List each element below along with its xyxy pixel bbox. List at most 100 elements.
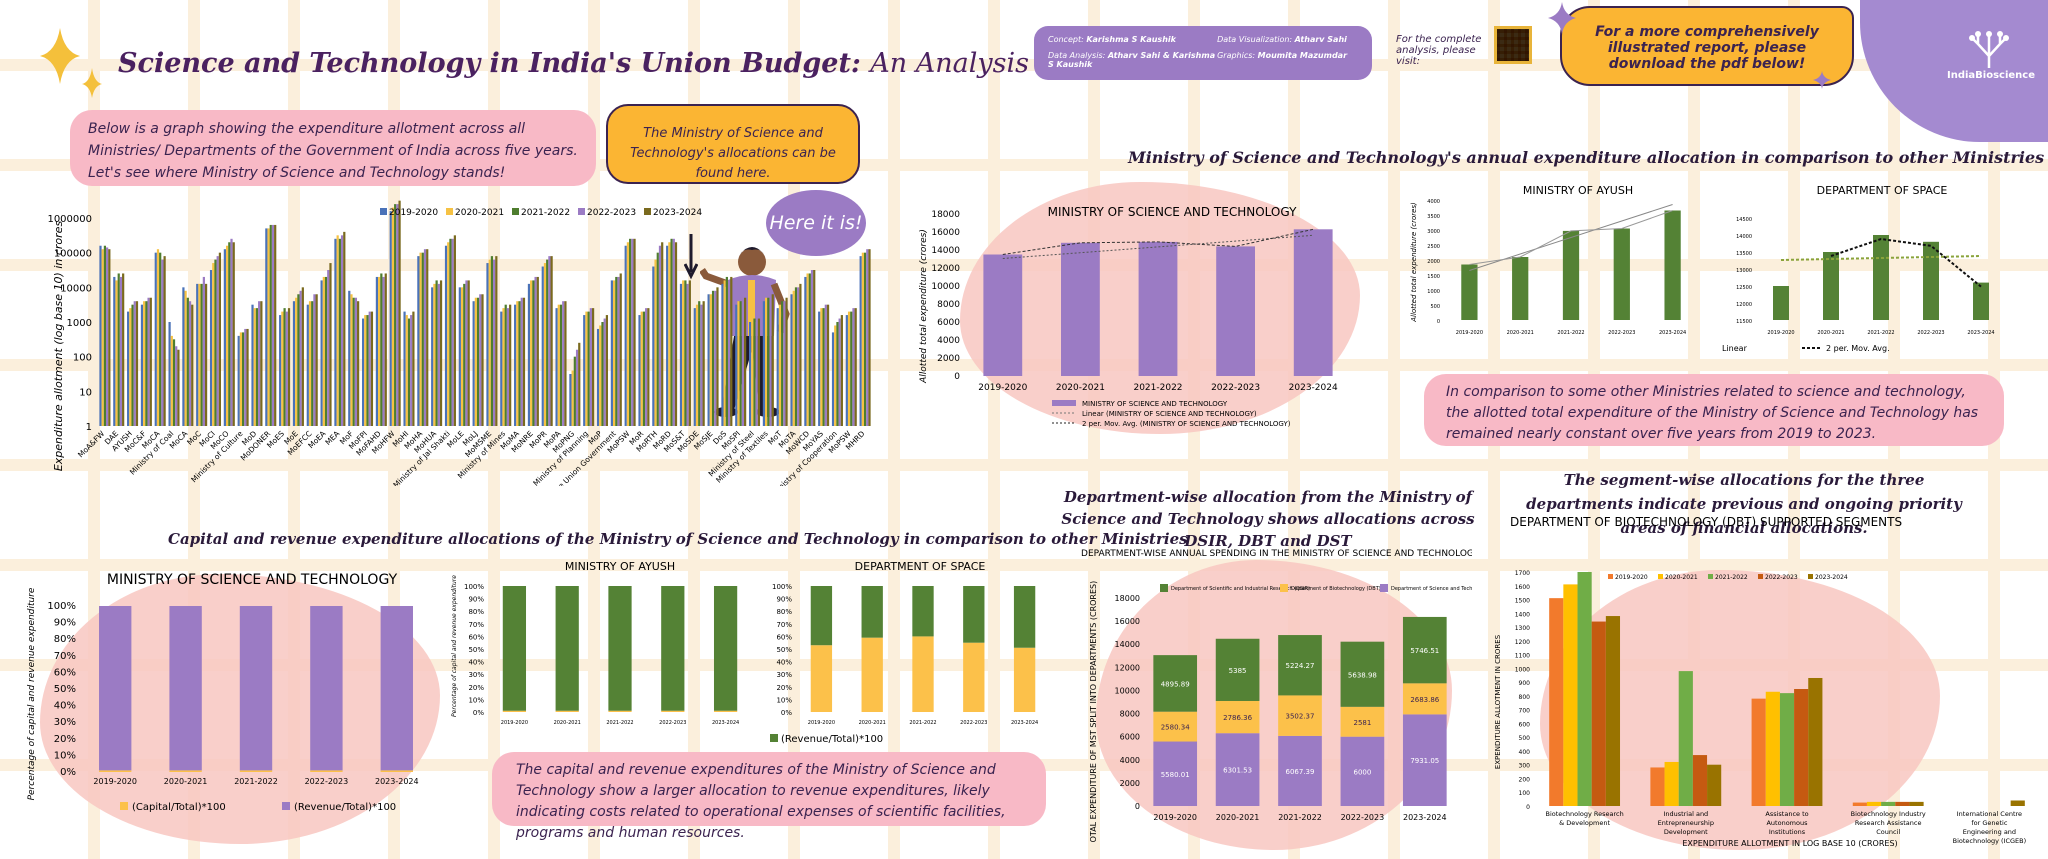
bar	[488, 259, 491, 426]
bar	[311, 301, 314, 426]
bar	[615, 276, 618, 426]
data-label: 2581	[1353, 719, 1371, 727]
bar	[834, 325, 837, 426]
bar	[605, 315, 609, 426]
bar	[688, 280, 691, 426]
bar	[810, 586, 833, 646]
bar	[794, 287, 798, 426]
bar	[493, 259, 496, 426]
y-tick-label: 18000	[931, 210, 960, 220]
capital-heading: Capital and revenue expenditure allocati…	[168, 530, 1188, 548]
bar	[735, 304, 738, 426]
bar	[785, 297, 788, 426]
bar	[239, 770, 273, 772]
x-tick-label: 2020-2021	[1216, 813, 1260, 822]
moving-average-line	[1469, 210, 1673, 265]
bar	[520, 297, 523, 426]
moving-average-line	[1002, 228, 1314, 255]
bar	[287, 308, 291, 426]
bar	[127, 311, 130, 426]
y-tick-label: 40%	[776, 659, 792, 667]
y-tick-label: 1000	[67, 318, 92, 329]
x-tick-label: 2020-2021	[1056, 383, 1105, 393]
x-tick-label: 2022-2023	[1211, 383, 1260, 393]
bar	[412, 311, 415, 426]
x-tick-label: 2020-2021	[1507, 330, 1534, 336]
x-tick-label: 2021-2022	[1557, 330, 1584, 336]
bar	[267, 228, 270, 426]
y-tick-label: 1000000	[47, 214, 92, 225]
bar	[624, 245, 627, 426]
bar	[810, 270, 814, 426]
bar	[451, 238, 454, 426]
y-tick-label: 14500	[1736, 217, 1752, 223]
y-axis-label: Percentage of capital and revenue expend…	[27, 587, 37, 800]
y-tick-label: 90%	[468, 596, 484, 604]
bar	[1605, 616, 1621, 806]
download-pdf-button[interactable]: For a more comprehensively illustrated r…	[1560, 6, 1854, 86]
bar	[1577, 572, 1592, 806]
bar	[481, 294, 484, 426]
legend-label: Department of Scientific and Industrial …	[1171, 586, 1310, 592]
analysis-link-text[interactable]: For the complete analysis, please visit:	[1396, 34, 1482, 67]
bar	[449, 238, 452, 426]
bar	[661, 242, 664, 426]
bar	[1215, 733, 1260, 806]
bar	[810, 645, 833, 712]
y-tick-label: 300	[1519, 763, 1531, 770]
bar	[854, 308, 857, 426]
bar	[695, 304, 699, 426]
bar	[548, 256, 551, 426]
bar	[244, 328, 247, 426]
bar	[859, 256, 862, 426]
bar	[490, 256, 494, 426]
y-tick-label: 13000	[1736, 268, 1752, 274]
bar	[147, 297, 150, 426]
y-tick-label: 50%	[776, 646, 792, 654]
bar	[610, 280, 613, 426]
x-tick-label: 2020-2021	[1817, 330, 1844, 336]
bar	[522, 297, 526, 426]
bar	[668, 242, 671, 426]
legend-swatch	[1658, 574, 1663, 579]
y-axis-label: Expenditure allotment (log base 10) in c…	[52, 221, 65, 472]
bar	[502, 710, 527, 712]
bar	[200, 283, 203, 426]
ayush-total-chart: MINISTRY OF AYUSH Allotted total expendi…	[1410, 184, 1686, 336]
bar	[546, 259, 549, 426]
bar	[1215, 638, 1260, 701]
bar	[707, 294, 710, 426]
bar	[723, 280, 726, 426]
y-tick-label: 90%	[54, 618, 76, 629]
bar	[661, 710, 685, 712]
bar	[292, 301, 296, 426]
bar	[778, 304, 782, 426]
bar	[324, 276, 328, 426]
data-label: 2580.34	[1161, 724, 1190, 732]
bar	[702, 301, 705, 426]
x-tick-label: Biotechnology Research	[1545, 810, 1623, 818]
chart-title: DEPARTMENT OF BIOTECHNOLOGY (DBT) SUPPOR…	[1510, 515, 1902, 529]
y-tick-label: 2000	[1120, 779, 1140, 788]
data-label: 5746.51	[1410, 647, 1439, 655]
intro-note: Below is a graph showing the expenditure…	[70, 110, 596, 186]
y-tick-label: 8000	[1120, 710, 1140, 719]
bar	[495, 256, 498, 426]
bar	[223, 249, 226, 426]
bar	[769, 294, 772, 426]
legend-label: 2019-2020	[1615, 574, 1648, 581]
legend-label: 2023-2024	[1815, 574, 1848, 581]
y-tick-label: 60%	[54, 667, 76, 678]
y-tick-label: 1300	[1515, 625, 1530, 632]
bar	[684, 280, 687, 426]
qr-code[interactable]	[1494, 26, 1532, 64]
x-tick-label: 2019-2020	[978, 383, 1027, 393]
bar	[308, 301, 312, 426]
y-tick-label: 1400	[1515, 611, 1530, 618]
bar	[472, 301, 475, 426]
bar	[486, 263, 489, 426]
bar	[755, 322, 758, 426]
bar	[1563, 584, 1578, 806]
y-tick-label: 16000	[1115, 617, 1140, 626]
bar	[368, 311, 371, 426]
